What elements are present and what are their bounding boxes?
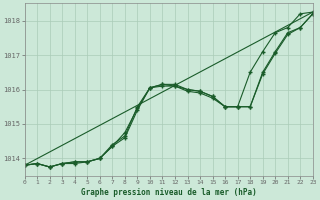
X-axis label: Graphe pression niveau de la mer (hPa): Graphe pression niveau de la mer (hPa) bbox=[81, 188, 257, 197]
